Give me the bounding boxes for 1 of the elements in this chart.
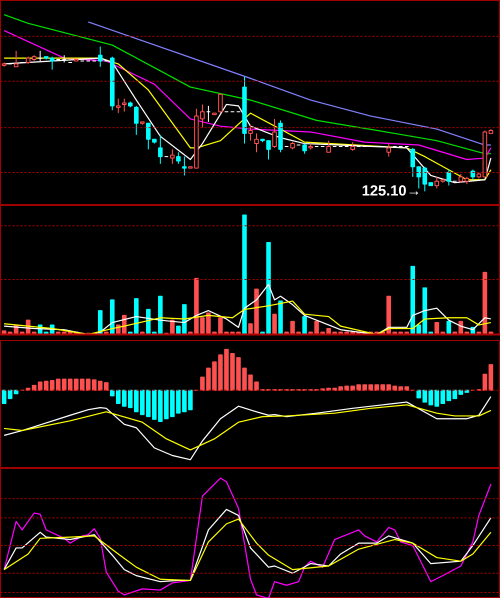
annotation: 125.10→ bbox=[362, 183, 422, 200]
